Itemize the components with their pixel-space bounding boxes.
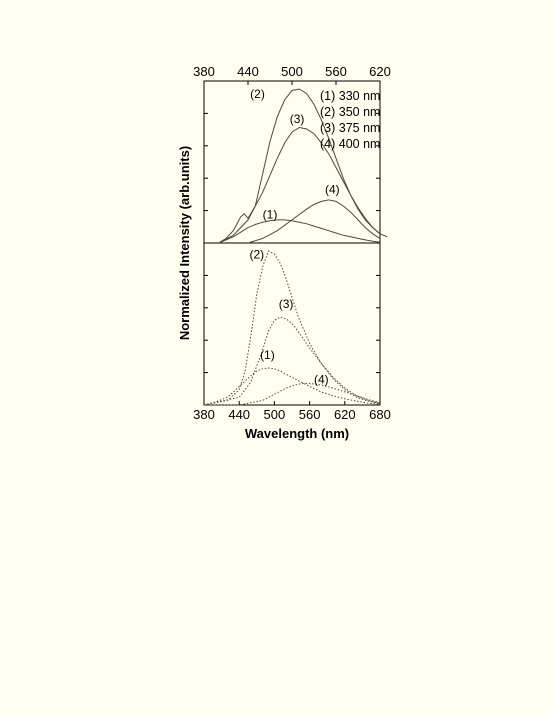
bottom-x-tick-label: 560	[299, 407, 321, 422]
legend: (1) 330 nm (2) 350 nm (3) 375 nm (4) 400 nm	[320, 89, 380, 151]
bottom-series-2-line	[203, 250, 381, 406]
legend-entry: (2) 350 nm	[320, 105, 380, 119]
bottom-series-3-line	[203, 316, 381, 406]
bottom-series-1-line	[203, 367, 381, 406]
bottom-x-tick-label: 380	[193, 407, 215, 422]
top-panel-curve-labels: (1) (2) (3) (4)	[250, 87, 339, 221]
bottom-series-1-label: (1)	[260, 348, 275, 362]
legend-entry: (4) 400 nm	[320, 137, 380, 151]
top-series-3-label: (3)	[290, 112, 305, 126]
bottom-x-tick-label: 680	[369, 407, 391, 422]
bottom-series-2-label: (2)	[249, 248, 264, 262]
top-series-2-line	[218, 88, 388, 244]
top-x-tick-label: 500	[281, 64, 303, 79]
bottom-axis-ticks: 380 440 500 560 620 680	[193, 274, 391, 422]
top-series-4-line	[247, 199, 381, 244]
bottom-series-3-label: (3)	[279, 297, 294, 311]
top-series-3-line	[218, 126, 381, 244]
bottom-series-4-label: (4)	[314, 372, 329, 386]
top-x-tick-label: 560	[325, 64, 347, 79]
top-series-4-label: (4)	[325, 183, 340, 197]
top-x-tick-label: 620	[369, 64, 391, 79]
y-axis-title: Normalized Intensity (arb.units)	[177, 146, 192, 340]
bottom-x-tick-label: 500	[264, 407, 286, 422]
top-axis-ticks: 380 440 500 560 620	[193, 64, 391, 212]
top-series-1-label: (1)	[263, 207, 278, 221]
legend-entry: (3) 375 nm	[320, 121, 380, 135]
top-series-2-label: (2)	[250, 87, 265, 101]
top-x-tick-label: 380	[193, 64, 215, 79]
top-panel-curves	[218, 88, 388, 244]
top-x-tick-label: 440	[237, 64, 259, 79]
bottom-x-tick-label: 620	[334, 407, 356, 422]
top-series-1-line	[218, 219, 381, 244]
legend-entry: (1) 330 nm	[320, 89, 380, 103]
bottom-series-4-line	[204, 382, 381, 406]
bottom-panel-curves	[203, 250, 381, 406]
x-axis-title: Wavelength (nm)	[245, 426, 349, 441]
bottom-x-tick-label: 440	[228, 407, 250, 422]
bottom-panel-curve-labels: (1) (2) (3) (4)	[249, 248, 328, 387]
bottom-panel-frame	[203, 242, 381, 406]
